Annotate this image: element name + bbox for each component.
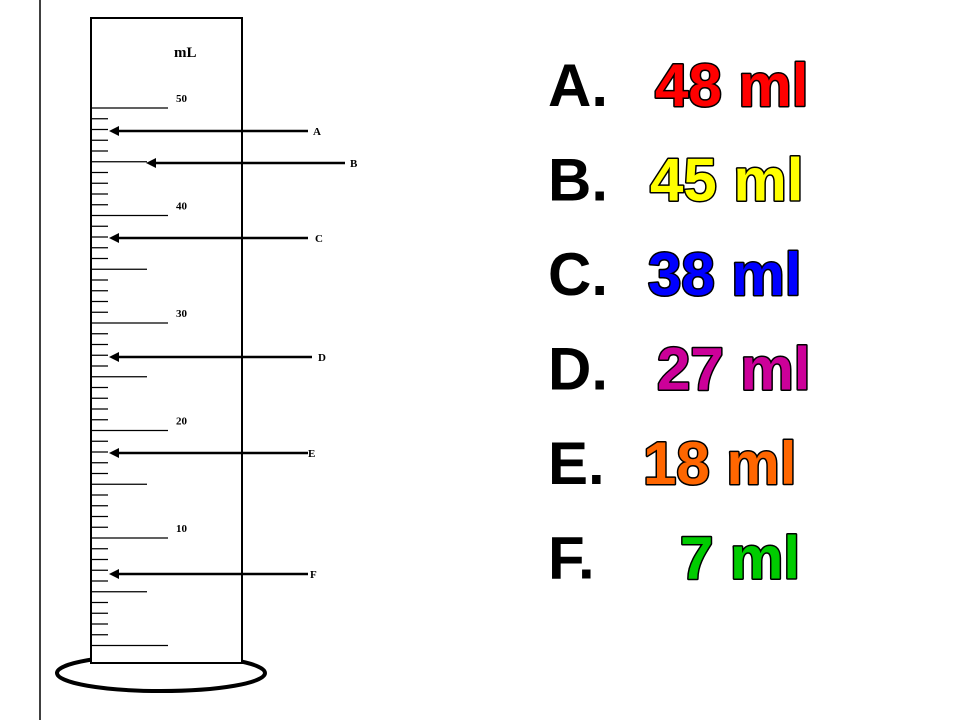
scale-label: 50	[176, 93, 188, 105]
answer-letter: B.	[548, 147, 608, 214]
answers: A. 48 ml B. 45 ml C. 38 ml D. 27 ml E. 18 ml F. 7 m…	[548, 51, 812, 594]
arrow-label: F	[310, 569, 317, 581]
arrow-label: E	[308, 448, 315, 460]
arrow-label: A	[313, 126, 321, 138]
answer-value: 38 ml	[648, 241, 801, 308]
scale-label: 10	[176, 523, 188, 535]
answer-letter: E.	[548, 430, 605, 497]
scale: 50 40 30 20 10	[91, 93, 188, 647]
answer-value: 18 ml	[643, 430, 796, 497]
answer-value: 45 ml	[650, 147, 803, 214]
answer-value: 27 ml	[657, 336, 810, 403]
answer-value: 48 ml	[655, 52, 808, 119]
answer-letter: A.	[548, 52, 608, 119]
scale-label: 40	[176, 201, 188, 213]
answer-letter: D.	[548, 336, 608, 403]
cylinder	[90, 17, 243, 664]
answer-letter: F.	[548, 525, 595, 592]
answer-value: 7 ml	[680, 525, 800, 592]
answer-letter: C.	[548, 241, 608, 308]
arrow-label: D	[318, 352, 326, 364]
arrow-label: B	[350, 158, 358, 170]
arrow-label: C	[315, 233, 323, 245]
scale-label: 20	[176, 416, 188, 428]
scale-label: 30	[176, 308, 188, 320]
arrows: A B C D E F	[109, 126, 358, 581]
unit-label: mL	[174, 45, 197, 61]
